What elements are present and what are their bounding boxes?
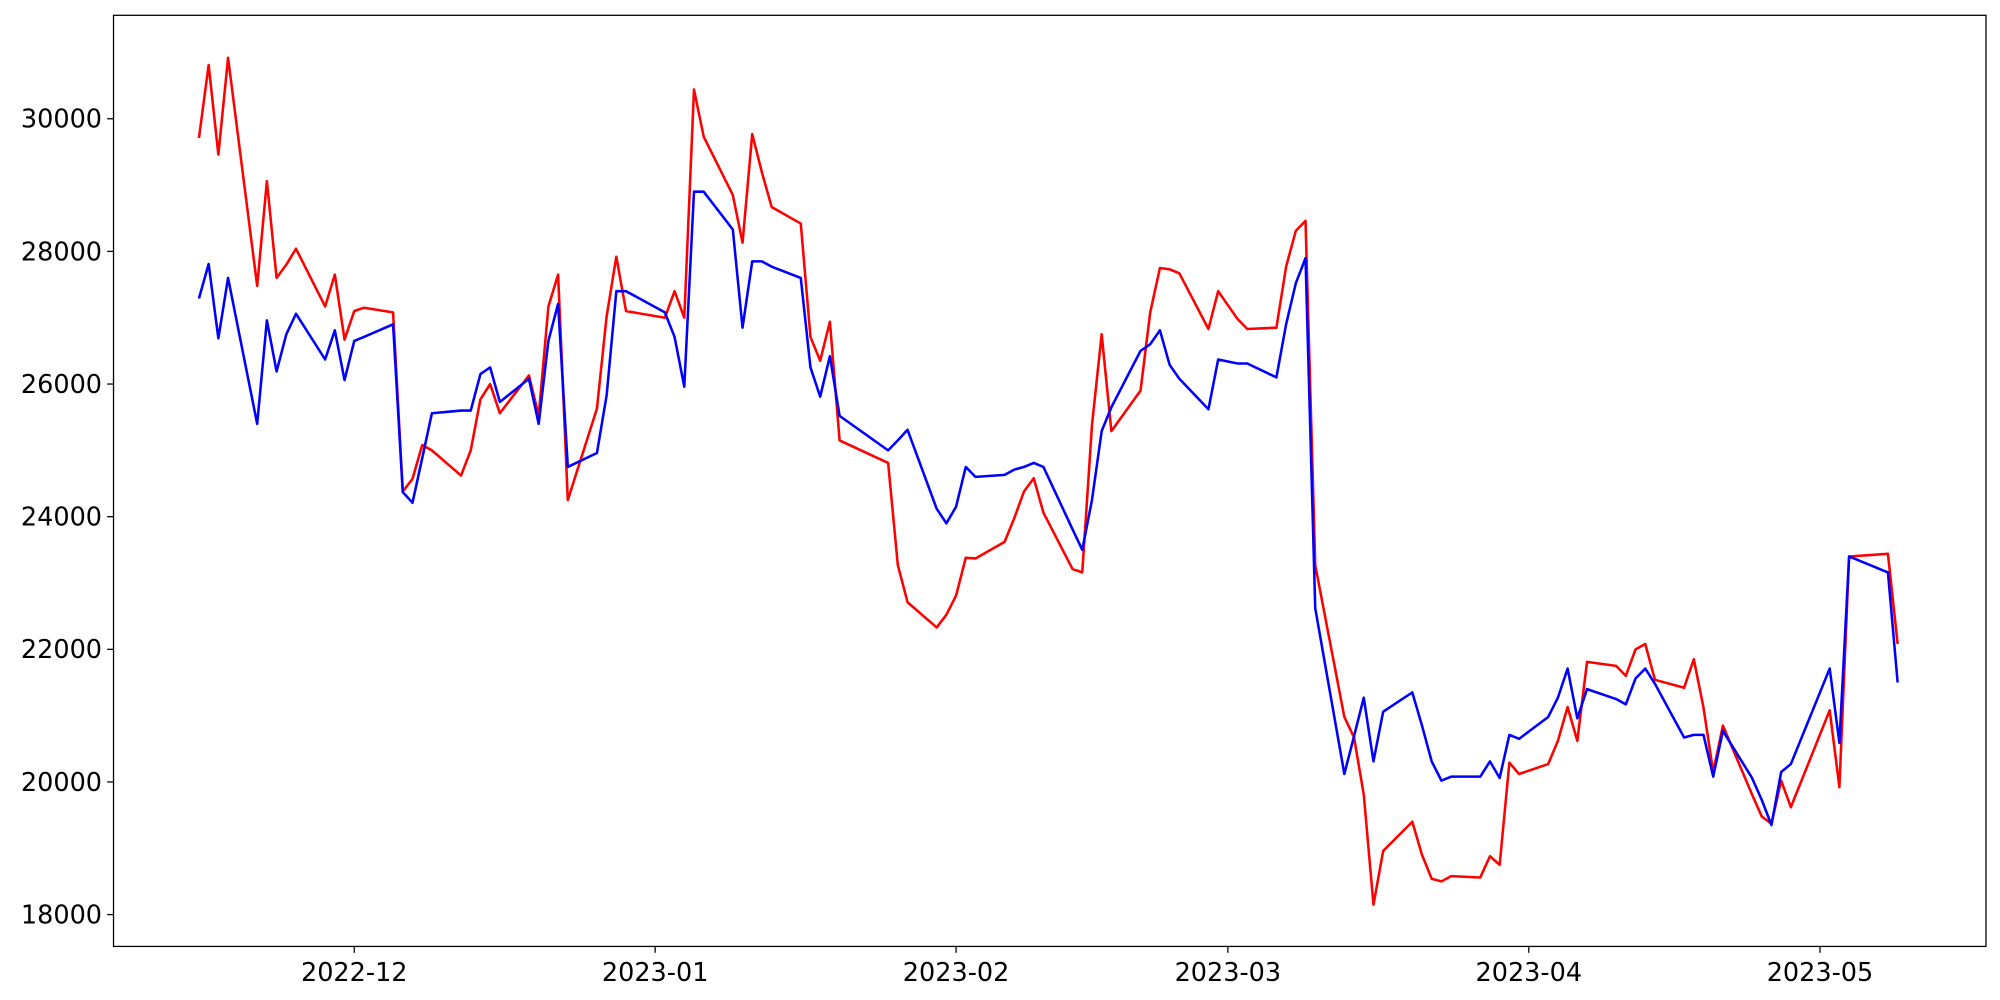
series-line: [197, 56, 1899, 906]
plot-frame: [112, 14, 1987, 948]
series-line: [197, 190, 1899, 827]
y-tick-label: 24000: [21, 503, 102, 533]
y-tick-label: 28000: [21, 237, 102, 267]
x-tick-label: 2023-05: [1767, 958, 1874, 988]
y-tick-label: 20000: [21, 768, 102, 798]
y-tick-label: 26000: [21, 370, 102, 400]
y-tick-label: 22000: [21, 635, 102, 665]
x-tick-label: 2023-04: [1476, 958, 1583, 988]
y-tick-label: 30000: [21, 105, 102, 135]
x-tick-label: 2023-01: [602, 958, 709, 988]
x-tick-label: 2023-02: [903, 958, 1010, 988]
x-tick-label: 2022-12: [301, 958, 408, 988]
x-tick-label: 2023-03: [1175, 958, 1282, 988]
y-tick-label: 18000: [21, 901, 102, 931]
